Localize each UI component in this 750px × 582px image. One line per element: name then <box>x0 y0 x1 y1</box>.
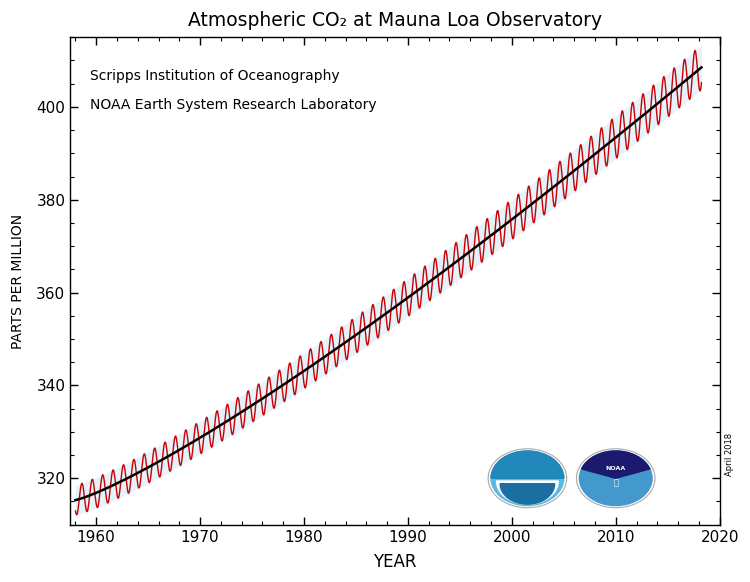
Text: NOAA: NOAA <box>605 466 625 471</box>
Title: Atmospheric CO₂ at Mauna Loa Observatory: Atmospheric CO₂ at Mauna Loa Observatory <box>188 11 602 30</box>
Circle shape <box>491 451 564 506</box>
Text: Scripps Institution of Oceanography: Scripps Institution of Oceanography <box>90 69 339 83</box>
X-axis label: YEAR: YEAR <box>374 553 417 571</box>
Text: April 2018: April 2018 <box>724 432 734 475</box>
Wedge shape <box>496 481 558 504</box>
Circle shape <box>577 449 655 508</box>
Wedge shape <box>491 451 564 478</box>
Wedge shape <box>500 484 555 504</box>
Circle shape <box>579 451 652 506</box>
Y-axis label: PARTS PER MILLION: PARTS PER MILLION <box>11 214 25 349</box>
Text: 🐦: 🐦 <box>614 478 618 487</box>
Wedge shape <box>581 451 650 478</box>
Text: NOAA Earth System Research Laboratory: NOAA Earth System Research Laboratory <box>90 98 376 112</box>
Circle shape <box>488 449 567 508</box>
